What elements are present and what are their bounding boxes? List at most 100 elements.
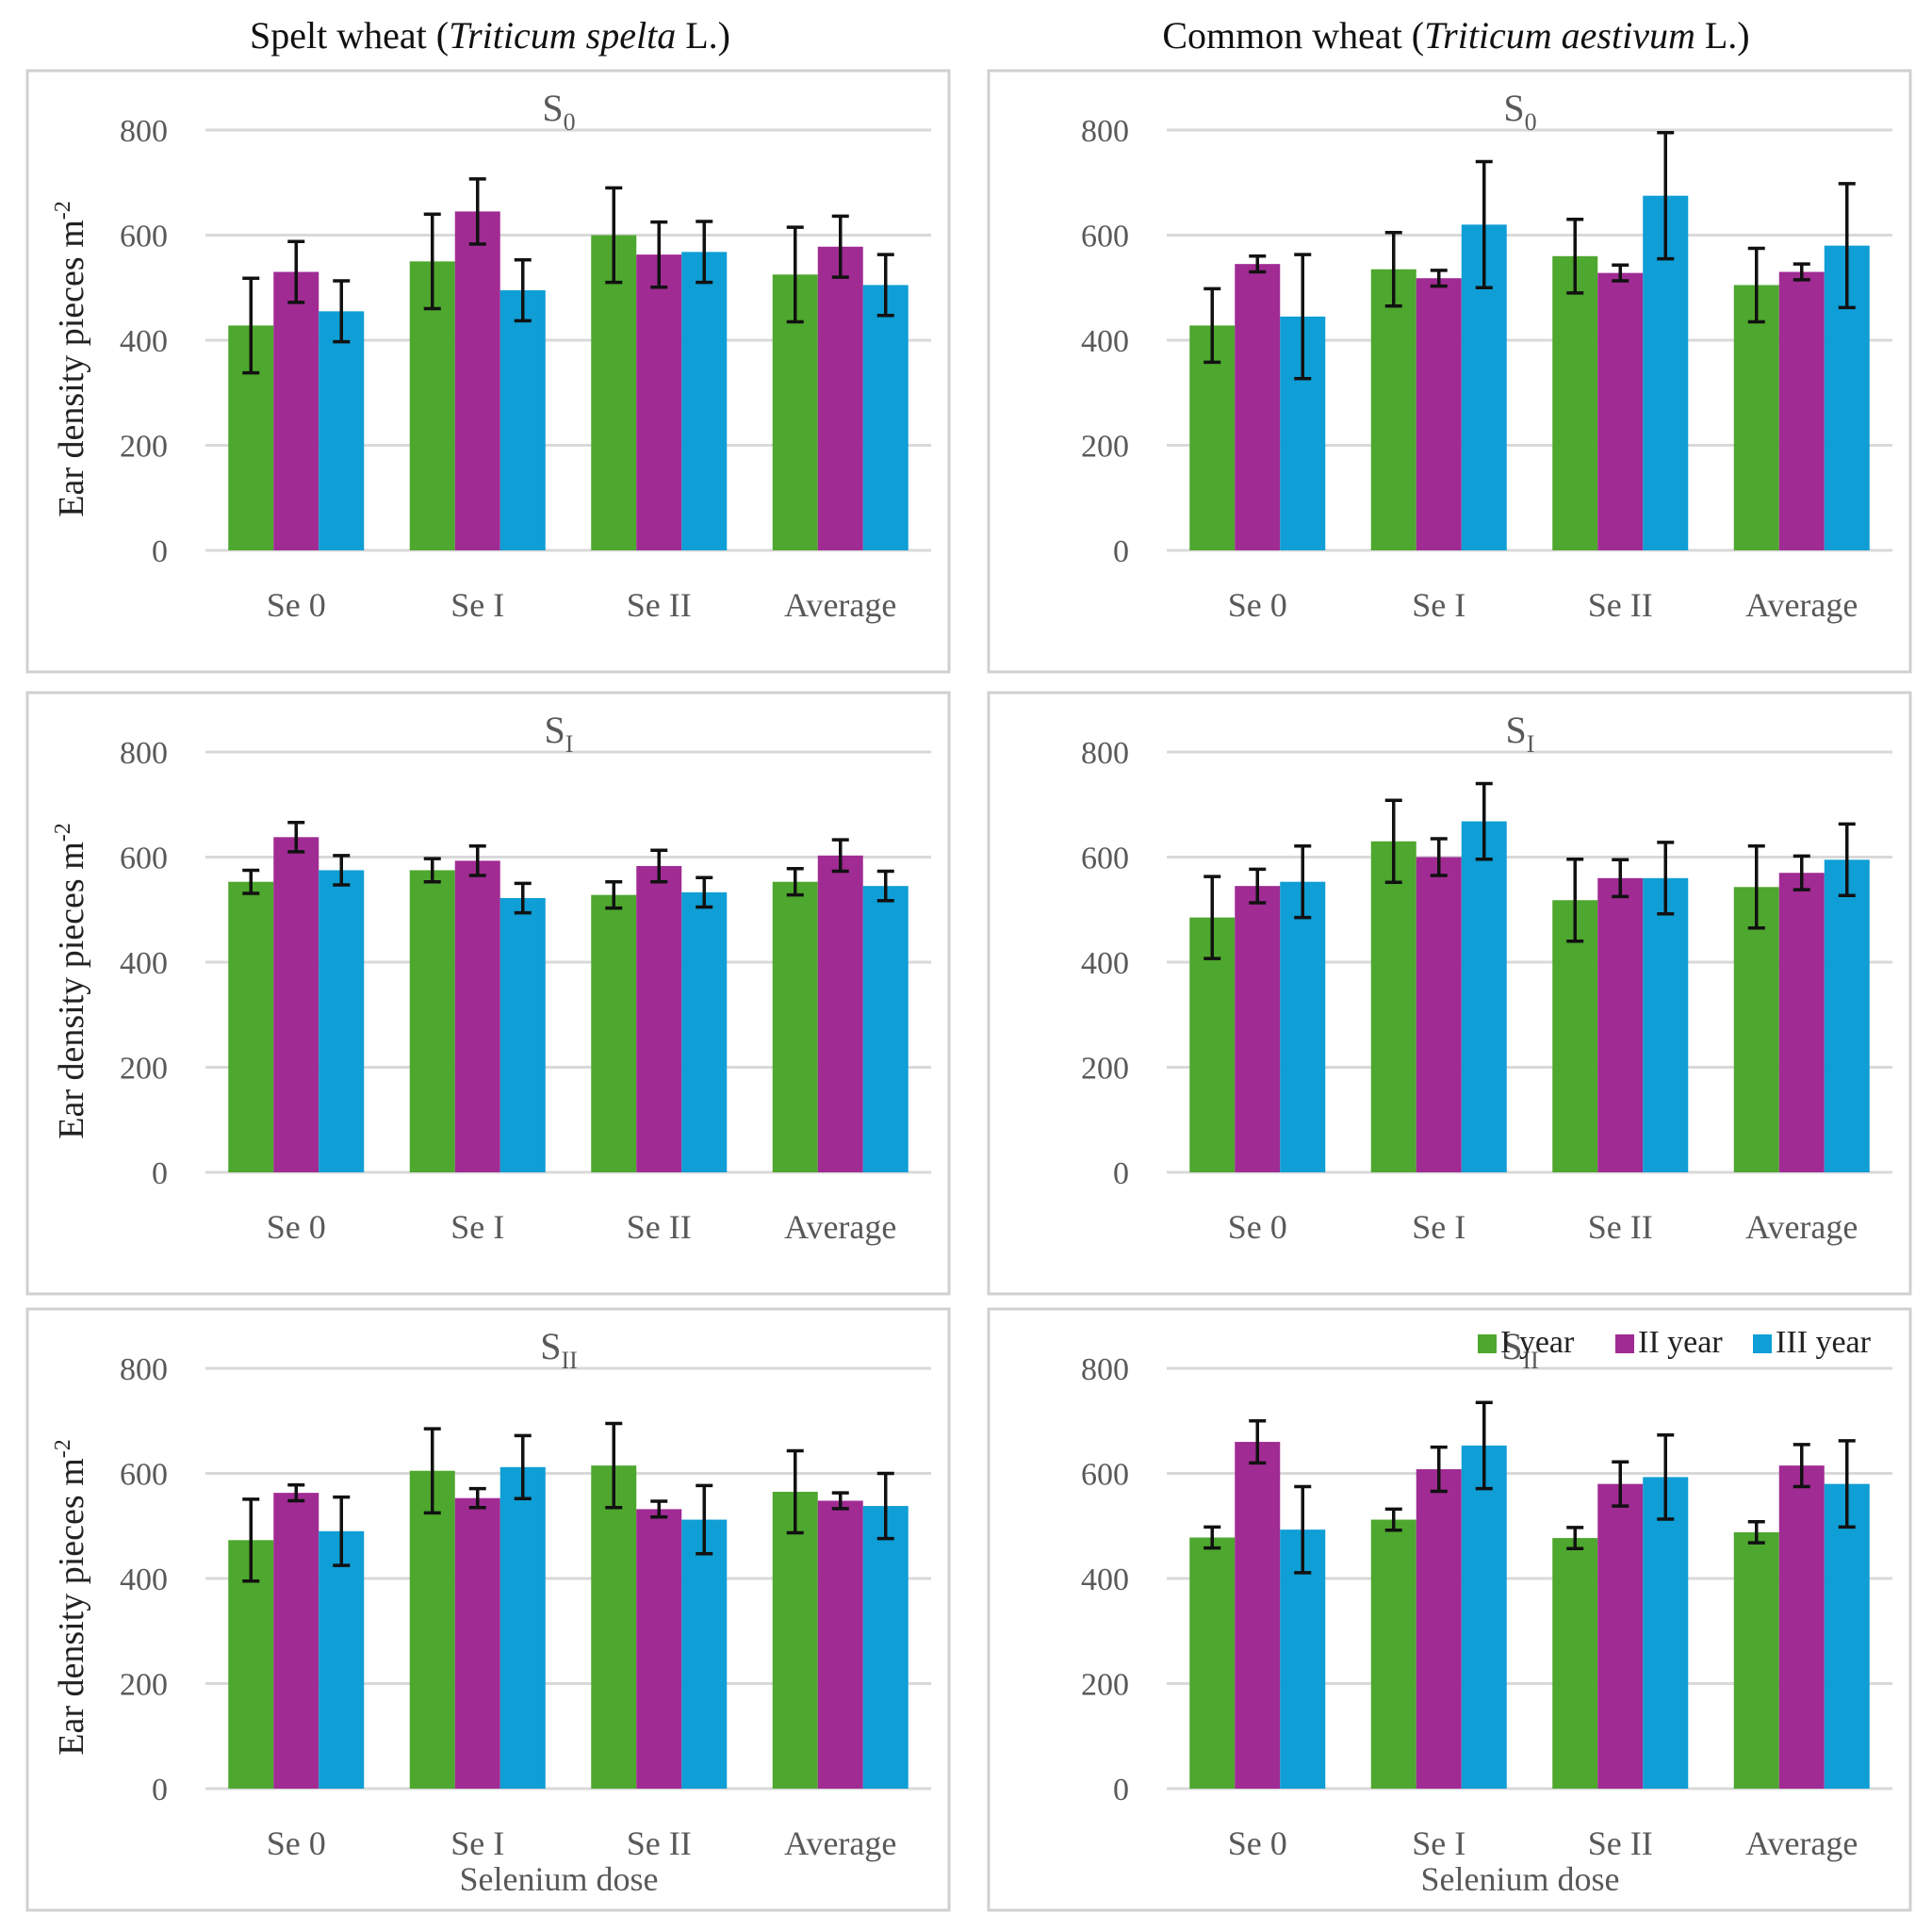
x-tick-label: Se II	[627, 1824, 692, 1862]
x-tick-label: Average	[1745, 586, 1858, 624]
x-tick-label: Se 0	[267, 1208, 326, 1246]
bar-ii-year	[1778, 1465, 1825, 1789]
bar-ii-year	[454, 1497, 500, 1789]
panel-title: SI	[545, 709, 574, 758]
bar-ii-year	[1778, 271, 1825, 550]
chart-common-s0: 0 200 400 600 800 S0 Se 0 Se I Se II Average	[987, 69, 1912, 674]
panel-title: S0	[1503, 87, 1536, 136]
bar-iii-year	[1461, 1445, 1507, 1789]
bar-i-year	[1552, 255, 1598, 550]
bar-ii-year	[1235, 1442, 1281, 1789]
spelt-column-title: Spelt wheat (Triticum spelta L.)	[19, 13, 961, 57]
bar-ii-year	[273, 1493, 319, 1789]
chart-common-s2: 0 200 400 600 800 SII Se 0 Se I Se II Average Sele…	[987, 1307, 1912, 1912]
x-tick-label: Se II	[1588, 586, 1653, 624]
y-tick-label: 200	[1081, 1052, 1129, 1087]
bar-iii-year	[1643, 877, 1689, 1172]
y-tick-label: 800	[1081, 1352, 1129, 1387]
panel-title: SII	[540, 1325, 578, 1374]
bar-i-year	[1552, 900, 1598, 1172]
y-tick-label: 800	[120, 736, 168, 771]
x-axis-label: Selenium dose	[460, 1860, 659, 1898]
bar-iii-year	[681, 252, 728, 550]
x-tick-label: Se I	[1412, 586, 1465, 624]
bar-ii-year	[1416, 278, 1462, 550]
bar-iii-year	[499, 897, 546, 1172]
x-tick-label: Se I	[1412, 1824, 1465, 1862]
x-tick-label: Se I	[450, 1208, 504, 1246]
bar-i-year	[228, 881, 274, 1172]
chart-spelt-s0: 0 200 400 600 800 S0 Se 0 Se I Se II Average Ear d…	[25, 69, 951, 674]
bar-ii-year	[1778, 873, 1825, 1172]
x-tick-label: Se II	[1588, 1208, 1653, 1246]
x-tick-label: Se I	[1412, 1208, 1465, 1246]
y-tick-label: 600	[120, 1458, 168, 1493]
bar-iii-year	[862, 1506, 909, 1789]
y-tick-label: 600	[1081, 220, 1129, 254]
y-tick-label: 400	[120, 1562, 168, 1597]
panel-title: SII	[1501, 1325, 1539, 1374]
bar-i-year	[1733, 1531, 1779, 1789]
x-tick-label: Se 0	[1228, 1824, 1287, 1862]
bar-i-year	[1370, 269, 1416, 550]
common-title-prefix: Common wheat (	[1162, 14, 1425, 57]
bar-ii-year	[817, 1500, 863, 1789]
bar-iii-year	[319, 1530, 365, 1789]
bar-ii-year	[817, 855, 863, 1172]
x-axis-label: Selenium dose	[1421, 1860, 1620, 1898]
bar-iii-year	[1461, 821, 1507, 1172]
bar-i-year	[772, 1492, 818, 1789]
bar-i-year	[1733, 285, 1779, 550]
y-tick-label: 0	[1113, 534, 1129, 569]
x-tick-label: Se II	[1588, 1824, 1653, 1862]
bar-iii-year	[862, 285, 909, 550]
chart-spelt-s2: 0 200 400 600 800 SII Se 0 Se I Se II Average Ear …	[25, 1307, 951, 1912]
x-tick-label: Average	[784, 1208, 896, 1246]
bar-ii-year	[1597, 1483, 1644, 1789]
bar-ii-year	[454, 860, 500, 1172]
y-tick-label: 800	[1081, 736, 1129, 771]
legend-swatch	[1753, 1334, 1772, 1353]
bar-iii-year	[1643, 1477, 1689, 1789]
bar-ii-year	[636, 865, 682, 1172]
bar-i-year	[591, 1465, 637, 1789]
bar-iii-year	[499, 290, 546, 550]
y-tick-label: 400	[1081, 324, 1129, 359]
common-column-title: Common wheat (Triticum aestivum L.)	[985, 13, 1927, 57]
y-tick-label: 800	[120, 114, 168, 149]
y-tick-label: 600	[1081, 842, 1129, 876]
x-tick-label: Average	[784, 1824, 896, 1862]
bar-i-year	[1370, 841, 1416, 1172]
bar-iii-year	[681, 1519, 728, 1789]
bar-ii-year	[817, 246, 863, 550]
y-tick-label: 0	[152, 534, 168, 569]
common-title-species: Triticum aestivum	[1424, 14, 1695, 57]
bar-iii-year	[862, 886, 909, 1172]
x-tick-label: Se I	[450, 1824, 504, 1862]
y-tick-label: 0	[1113, 1773, 1129, 1807]
bar-ii-year	[636, 254, 682, 550]
bar-iii-year	[1824, 1483, 1870, 1789]
bar-iii-year	[1824, 859, 1870, 1172]
bar-iii-year	[319, 870, 365, 1172]
y-tick-label: 200	[120, 1052, 168, 1087]
x-tick-label: Average	[784, 586, 896, 624]
y-tick-label: 400	[1081, 946, 1129, 981]
bar-i-year	[591, 894, 637, 1172]
bar-i-year	[409, 870, 455, 1172]
legend-swatch	[1615, 1334, 1634, 1353]
bar-ii-year	[1416, 857, 1462, 1172]
y-tick-label: 600	[120, 842, 168, 876]
bar-ii-year	[1416, 1469, 1462, 1789]
bar-i-year	[1552, 1538, 1598, 1789]
bar-ii-year	[1235, 264, 1281, 550]
bar-iii-year	[1280, 881, 1326, 1172]
y-tick-label: 0	[1113, 1156, 1129, 1191]
y-axis-label: Ear density pieces m-2	[51, 1439, 91, 1756]
y-tick-label: 0	[152, 1156, 168, 1191]
bar-i-year	[1370, 1519, 1416, 1789]
bar-ii-year	[273, 271, 319, 550]
bar-iii-year	[681, 891, 728, 1172]
x-tick-label: Se II	[627, 586, 692, 624]
